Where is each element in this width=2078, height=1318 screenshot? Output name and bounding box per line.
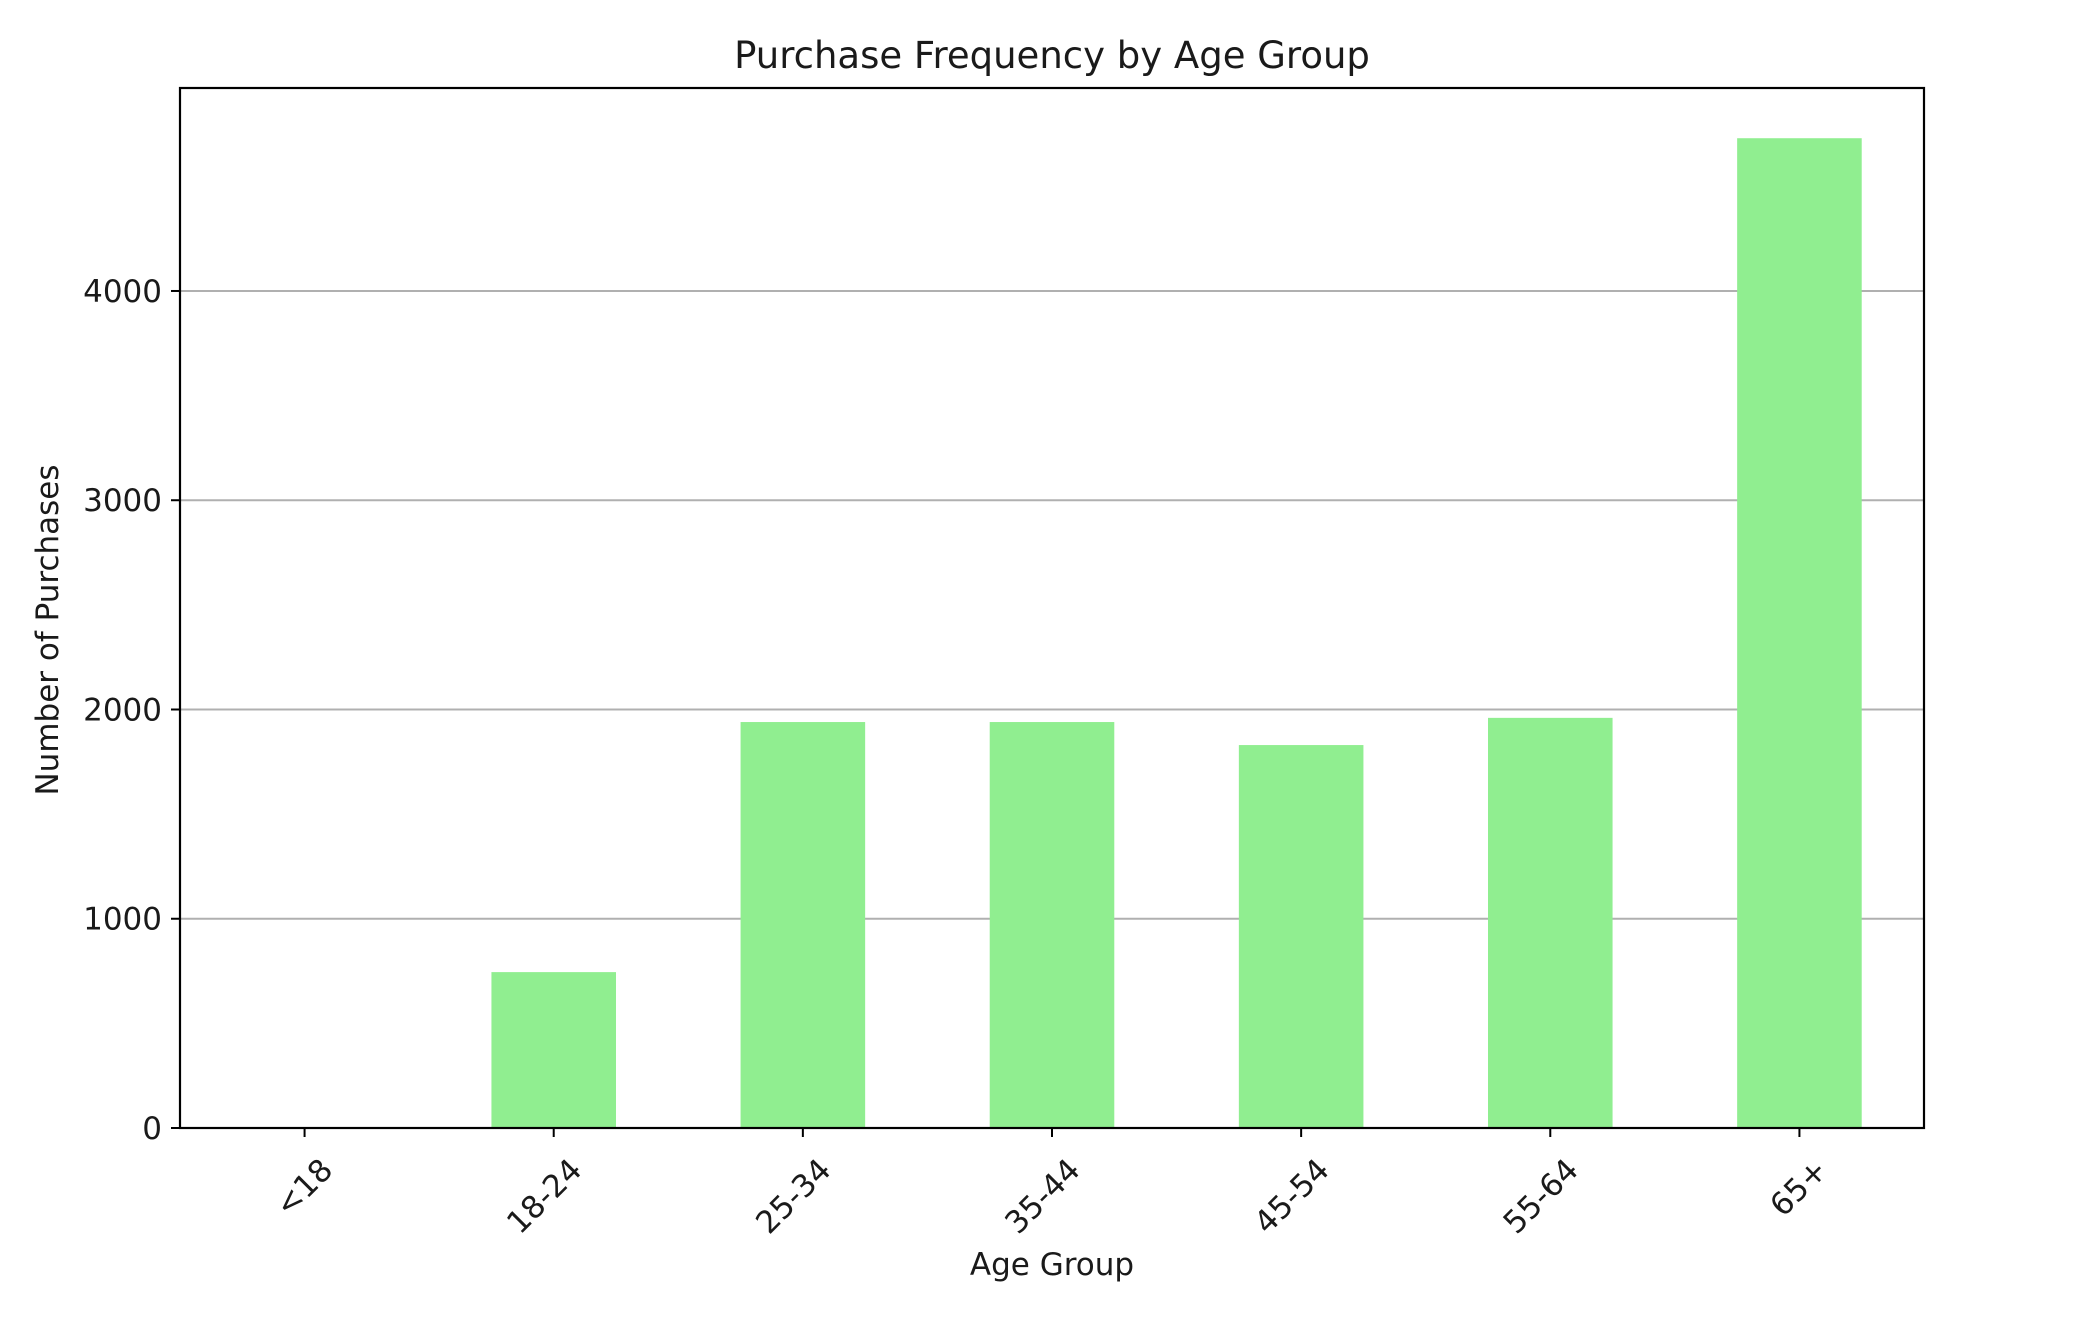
bar-25-34 [740, 722, 866, 1128]
y-tick-label: 0 [142, 1111, 162, 1147]
x-tick-label: 25-34 [749, 1152, 838, 1241]
x-tick-label: 35-44 [998, 1152, 1087, 1241]
x-tick-label: 65+ [1763, 1152, 1835, 1224]
bar-65+ [1737, 138, 1862, 1129]
x-tick-label: <18 [268, 1152, 340, 1224]
bar-35-44 [989, 722, 1115, 1128]
y-tick-label: 3000 [83, 483, 162, 519]
chart-title: Purchase Frequency by Age Group [734, 34, 1370, 77]
y-tick-label: 1000 [83, 902, 162, 938]
y-axis-label: Number of Purchases [30, 464, 66, 795]
x-tick-label: 18-24 [500, 1152, 589, 1241]
x-axis-label: Age Group [970, 1247, 1134, 1283]
y-tick-label: 4000 [83, 274, 162, 310]
y-tick-label: 2000 [83, 692, 162, 728]
x-tick-label: 55-64 [1497, 1152, 1586, 1241]
bar-55-64 [1488, 717, 1613, 1128]
bar-18-24 [491, 972, 616, 1128]
x-tick-label: 45-54 [1247, 1152, 1336, 1241]
bar-45-54 [1238, 745, 1364, 1128]
bars [491, 138, 1862, 1129]
